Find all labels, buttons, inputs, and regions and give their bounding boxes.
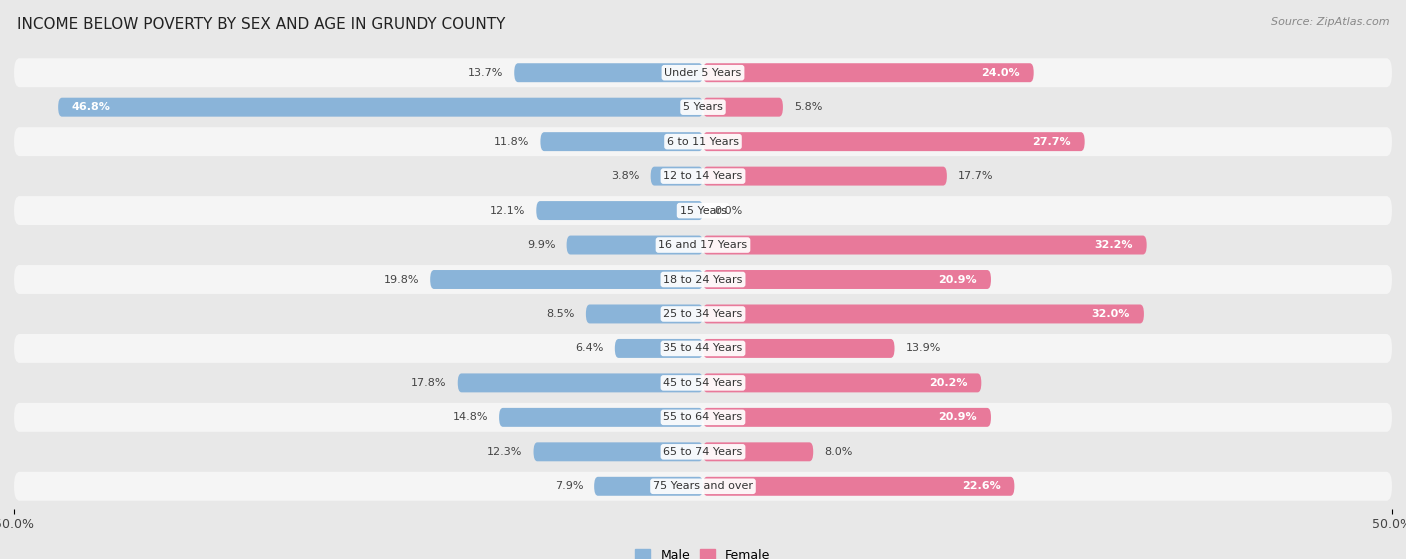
Text: 45 to 54 Years: 45 to 54 Years bbox=[664, 378, 742, 388]
FancyBboxPatch shape bbox=[533, 442, 703, 461]
Text: 46.8%: 46.8% bbox=[72, 102, 111, 112]
FancyBboxPatch shape bbox=[14, 368, 1392, 397]
FancyBboxPatch shape bbox=[540, 132, 703, 151]
FancyBboxPatch shape bbox=[14, 58, 1392, 87]
FancyBboxPatch shape bbox=[14, 230, 1392, 259]
Text: 17.8%: 17.8% bbox=[411, 378, 447, 388]
Text: 32.2%: 32.2% bbox=[1094, 240, 1133, 250]
FancyBboxPatch shape bbox=[703, 167, 946, 186]
FancyBboxPatch shape bbox=[515, 63, 703, 82]
FancyBboxPatch shape bbox=[703, 305, 1144, 324]
Text: 8.0%: 8.0% bbox=[824, 447, 852, 457]
FancyBboxPatch shape bbox=[14, 93, 1392, 122]
FancyBboxPatch shape bbox=[703, 408, 991, 427]
Text: 0.0%: 0.0% bbox=[714, 206, 742, 216]
FancyBboxPatch shape bbox=[458, 373, 703, 392]
FancyBboxPatch shape bbox=[14, 196, 1392, 225]
FancyBboxPatch shape bbox=[651, 167, 703, 186]
FancyBboxPatch shape bbox=[703, 477, 1014, 496]
Text: 27.7%: 27.7% bbox=[1032, 136, 1071, 146]
Text: 9.9%: 9.9% bbox=[527, 240, 555, 250]
FancyBboxPatch shape bbox=[499, 408, 703, 427]
Text: 18 to 24 Years: 18 to 24 Years bbox=[664, 274, 742, 285]
Text: 16 and 17 Years: 16 and 17 Years bbox=[658, 240, 748, 250]
FancyBboxPatch shape bbox=[703, 373, 981, 392]
Text: 12.1%: 12.1% bbox=[489, 206, 526, 216]
Text: 6 to 11 Years: 6 to 11 Years bbox=[666, 136, 740, 146]
FancyBboxPatch shape bbox=[703, 235, 1147, 254]
Text: 5.8%: 5.8% bbox=[794, 102, 823, 112]
FancyBboxPatch shape bbox=[703, 270, 991, 289]
Text: 65 to 74 Years: 65 to 74 Years bbox=[664, 447, 742, 457]
FancyBboxPatch shape bbox=[14, 437, 1392, 466]
Text: Source: ZipAtlas.com: Source: ZipAtlas.com bbox=[1271, 17, 1389, 27]
Text: 13.9%: 13.9% bbox=[905, 343, 941, 353]
Text: 75 Years and over: 75 Years and over bbox=[652, 481, 754, 491]
FancyBboxPatch shape bbox=[703, 132, 1084, 151]
Text: 20.9%: 20.9% bbox=[939, 274, 977, 285]
FancyBboxPatch shape bbox=[14, 403, 1392, 432]
Text: 14.8%: 14.8% bbox=[453, 413, 488, 423]
FancyBboxPatch shape bbox=[14, 334, 1392, 363]
Text: 35 to 44 Years: 35 to 44 Years bbox=[664, 343, 742, 353]
Text: 22.6%: 22.6% bbox=[962, 481, 1001, 491]
FancyBboxPatch shape bbox=[430, 270, 703, 289]
FancyBboxPatch shape bbox=[614, 339, 703, 358]
Text: 17.7%: 17.7% bbox=[957, 171, 994, 181]
FancyBboxPatch shape bbox=[14, 472, 1392, 501]
Text: 7.9%: 7.9% bbox=[554, 481, 583, 491]
Text: INCOME BELOW POVERTY BY SEX AND AGE IN GRUNDY COUNTY: INCOME BELOW POVERTY BY SEX AND AGE IN G… bbox=[17, 17, 505, 32]
Text: 3.8%: 3.8% bbox=[612, 171, 640, 181]
Text: 5 Years: 5 Years bbox=[683, 102, 723, 112]
Text: 8.5%: 8.5% bbox=[547, 309, 575, 319]
Legend: Male, Female: Male, Female bbox=[630, 543, 776, 559]
Text: 20.2%: 20.2% bbox=[929, 378, 967, 388]
FancyBboxPatch shape bbox=[703, 339, 894, 358]
Text: 12.3%: 12.3% bbox=[486, 447, 523, 457]
Text: 20.9%: 20.9% bbox=[939, 413, 977, 423]
FancyBboxPatch shape bbox=[14, 300, 1392, 329]
FancyBboxPatch shape bbox=[58, 98, 703, 117]
FancyBboxPatch shape bbox=[703, 63, 1033, 82]
Text: 19.8%: 19.8% bbox=[384, 274, 419, 285]
Text: 55 to 64 Years: 55 to 64 Years bbox=[664, 413, 742, 423]
Text: 32.0%: 32.0% bbox=[1092, 309, 1130, 319]
FancyBboxPatch shape bbox=[14, 265, 1392, 294]
FancyBboxPatch shape bbox=[703, 98, 783, 117]
FancyBboxPatch shape bbox=[567, 235, 703, 254]
Text: 15 Years: 15 Years bbox=[679, 206, 727, 216]
FancyBboxPatch shape bbox=[536, 201, 703, 220]
Text: 11.8%: 11.8% bbox=[494, 136, 530, 146]
Text: 12 to 14 Years: 12 to 14 Years bbox=[664, 171, 742, 181]
FancyBboxPatch shape bbox=[703, 442, 813, 461]
Text: 6.4%: 6.4% bbox=[575, 343, 603, 353]
Text: 25 to 34 Years: 25 to 34 Years bbox=[664, 309, 742, 319]
FancyBboxPatch shape bbox=[14, 162, 1392, 191]
FancyBboxPatch shape bbox=[595, 477, 703, 496]
FancyBboxPatch shape bbox=[14, 127, 1392, 156]
Text: 24.0%: 24.0% bbox=[981, 68, 1019, 78]
Text: Under 5 Years: Under 5 Years bbox=[665, 68, 741, 78]
Text: 13.7%: 13.7% bbox=[468, 68, 503, 78]
FancyBboxPatch shape bbox=[586, 305, 703, 324]
